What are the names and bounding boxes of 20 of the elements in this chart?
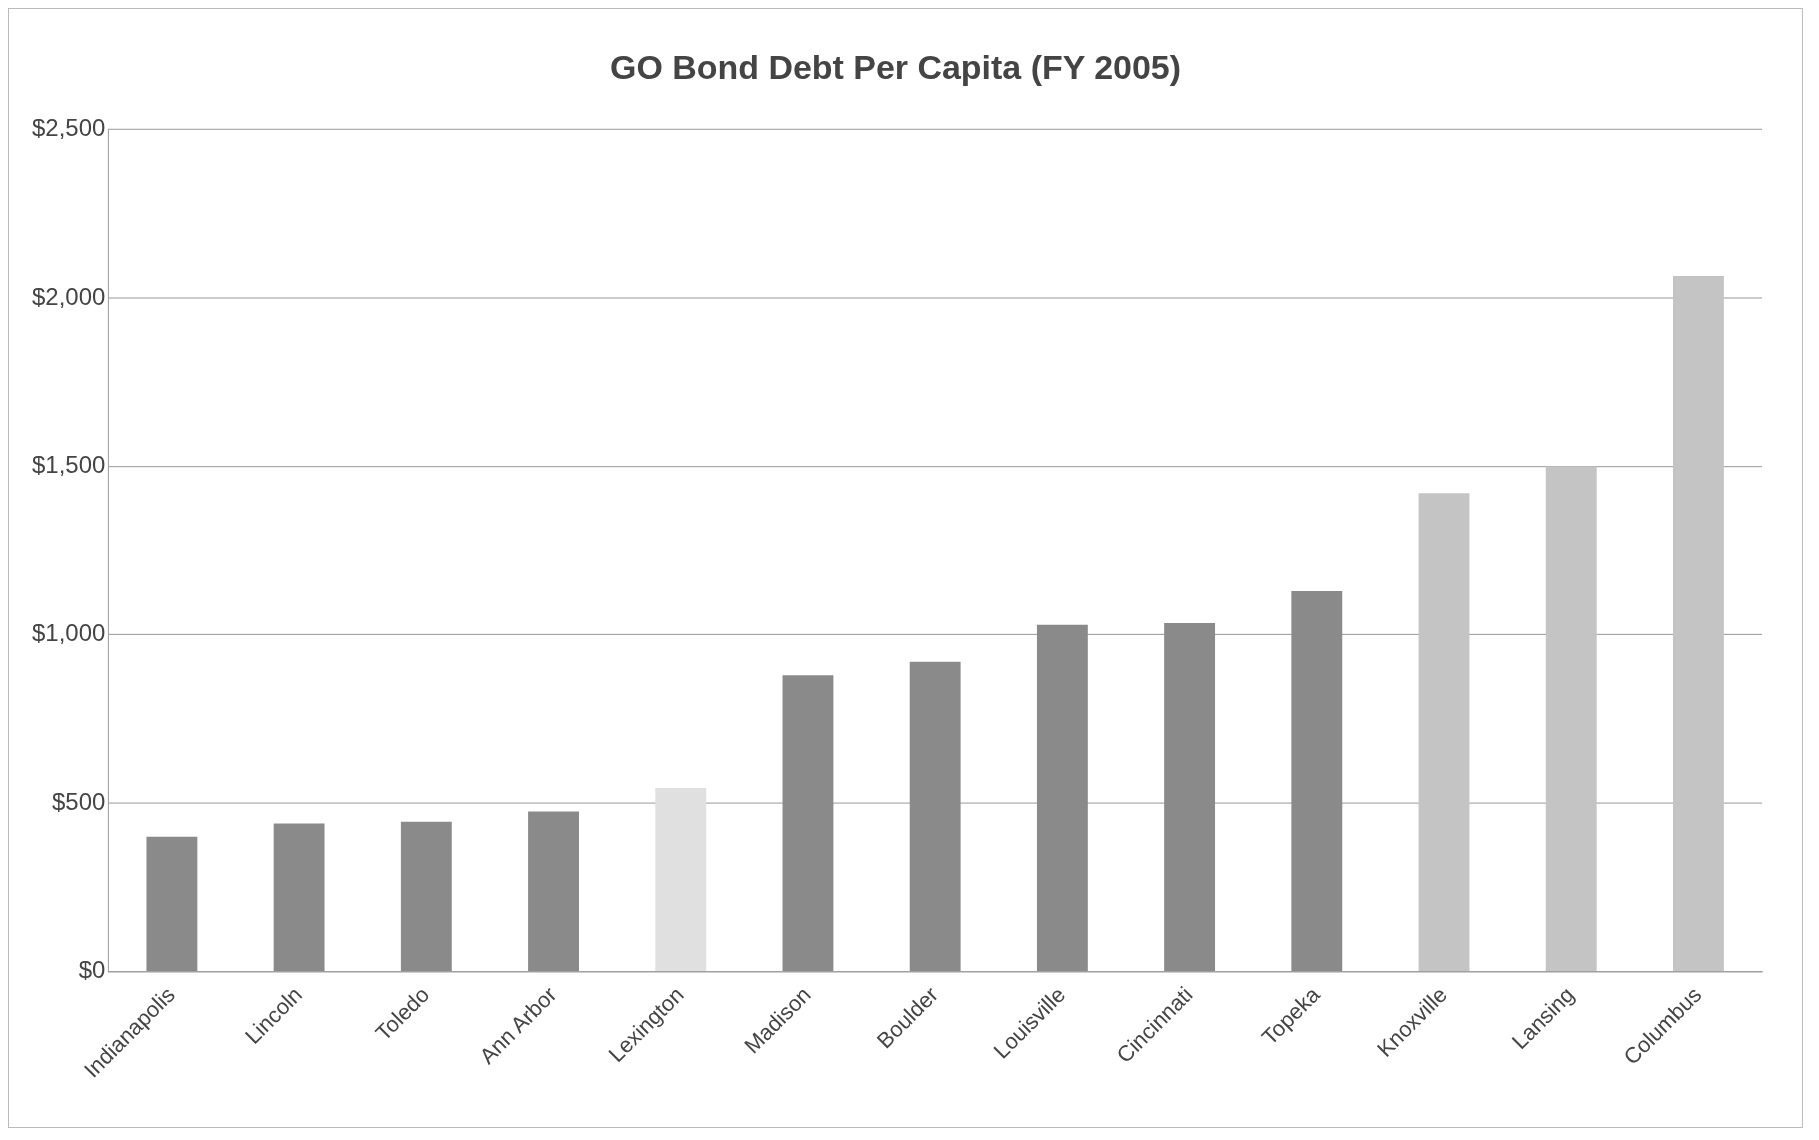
y-tick-label: $2,000: [32, 282, 106, 310]
y-tick-label: $1,000: [32, 619, 106, 647]
bar: [1291, 591, 1343, 972]
bar: [528, 811, 579, 972]
y-tick-label: $2,500: [32, 114, 106, 142]
bar: [273, 823, 325, 972]
bar: [655, 788, 707, 972]
y-tick-label: $1,500: [32, 451, 106, 478]
bar: [1164, 622, 1216, 972]
bar: [1418, 493, 1470, 972]
bar: [782, 675, 834, 972]
bar: [146, 836, 198, 972]
bar: [400, 821, 452, 972]
bar: [1545, 466, 1597, 972]
y-tick-label: $0: [78, 956, 106, 984]
y-tick-label: $500: [51, 787, 106, 815]
bar: [1036, 624, 1088, 972]
bar: [909, 661, 961, 972]
chart-title: GO Bond Debt Per Capita (FY 2005): [610, 47, 1181, 86]
bar: [1673, 276, 1724, 972]
